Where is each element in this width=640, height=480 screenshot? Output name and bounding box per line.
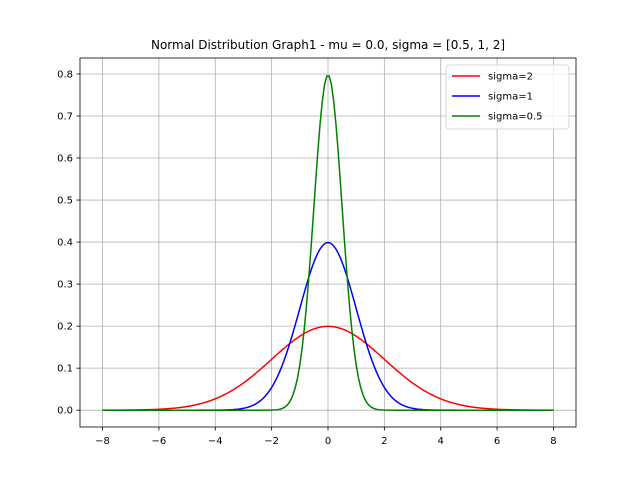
series-line-sigma-0-5 — [102, 75, 554, 411]
y-tick-label: 0.8 — [57, 69, 73, 80]
series-line-sigma-2 — [102, 325, 554, 411]
x-tick-label: 6 — [494, 436, 500, 447]
y-tick-label: 0.2 — [57, 322, 73, 333]
x-tick-label: −6 — [152, 436, 167, 447]
y-tick-label: 0.5 — [57, 196, 73, 207]
y-tick-label: 0.0 — [57, 406, 73, 417]
y-tick-label: 0.3 — [57, 280, 73, 291]
y-tick-label: 0.6 — [57, 154, 73, 165]
y-tick-label: 0.1 — [57, 364, 73, 375]
legend-box — [445, 64, 570, 130]
axis-ticks: −8 −6 −4 −2 0 2 4 6 8 0.0 0.1 0.2 0.3 0.4 0.5 0.6 0.7 0.8 — [57, 69, 557, 447]
legend-label: sigma=1 — [488, 92, 533, 103]
y-tick-label: 0.7 — [57, 111, 73, 122]
legend-label: sigma=0.5 — [488, 112, 543, 123]
legend: sigma=2 sigma=1 sigma=0.5 — [445, 64, 570, 130]
y-tick-label: 0.4 — [57, 238, 73, 249]
chart-title: Normal Distribution Graph1 - mu = 0.0, s… — [151, 38, 505, 52]
legend-label: sigma=2 — [488, 72, 533, 83]
x-tick-label: 4 — [438, 436, 444, 447]
series-lines — [102, 75, 554, 411]
x-tick-label: 0 — [325, 436, 331, 447]
x-tick-label: −2 — [264, 436, 279, 447]
x-tick-label: −8 — [95, 436, 110, 447]
x-tick-label: 8 — [550, 436, 556, 447]
x-tick-label: −4 — [208, 436, 223, 447]
x-tick-label: 2 — [381, 436, 387, 447]
